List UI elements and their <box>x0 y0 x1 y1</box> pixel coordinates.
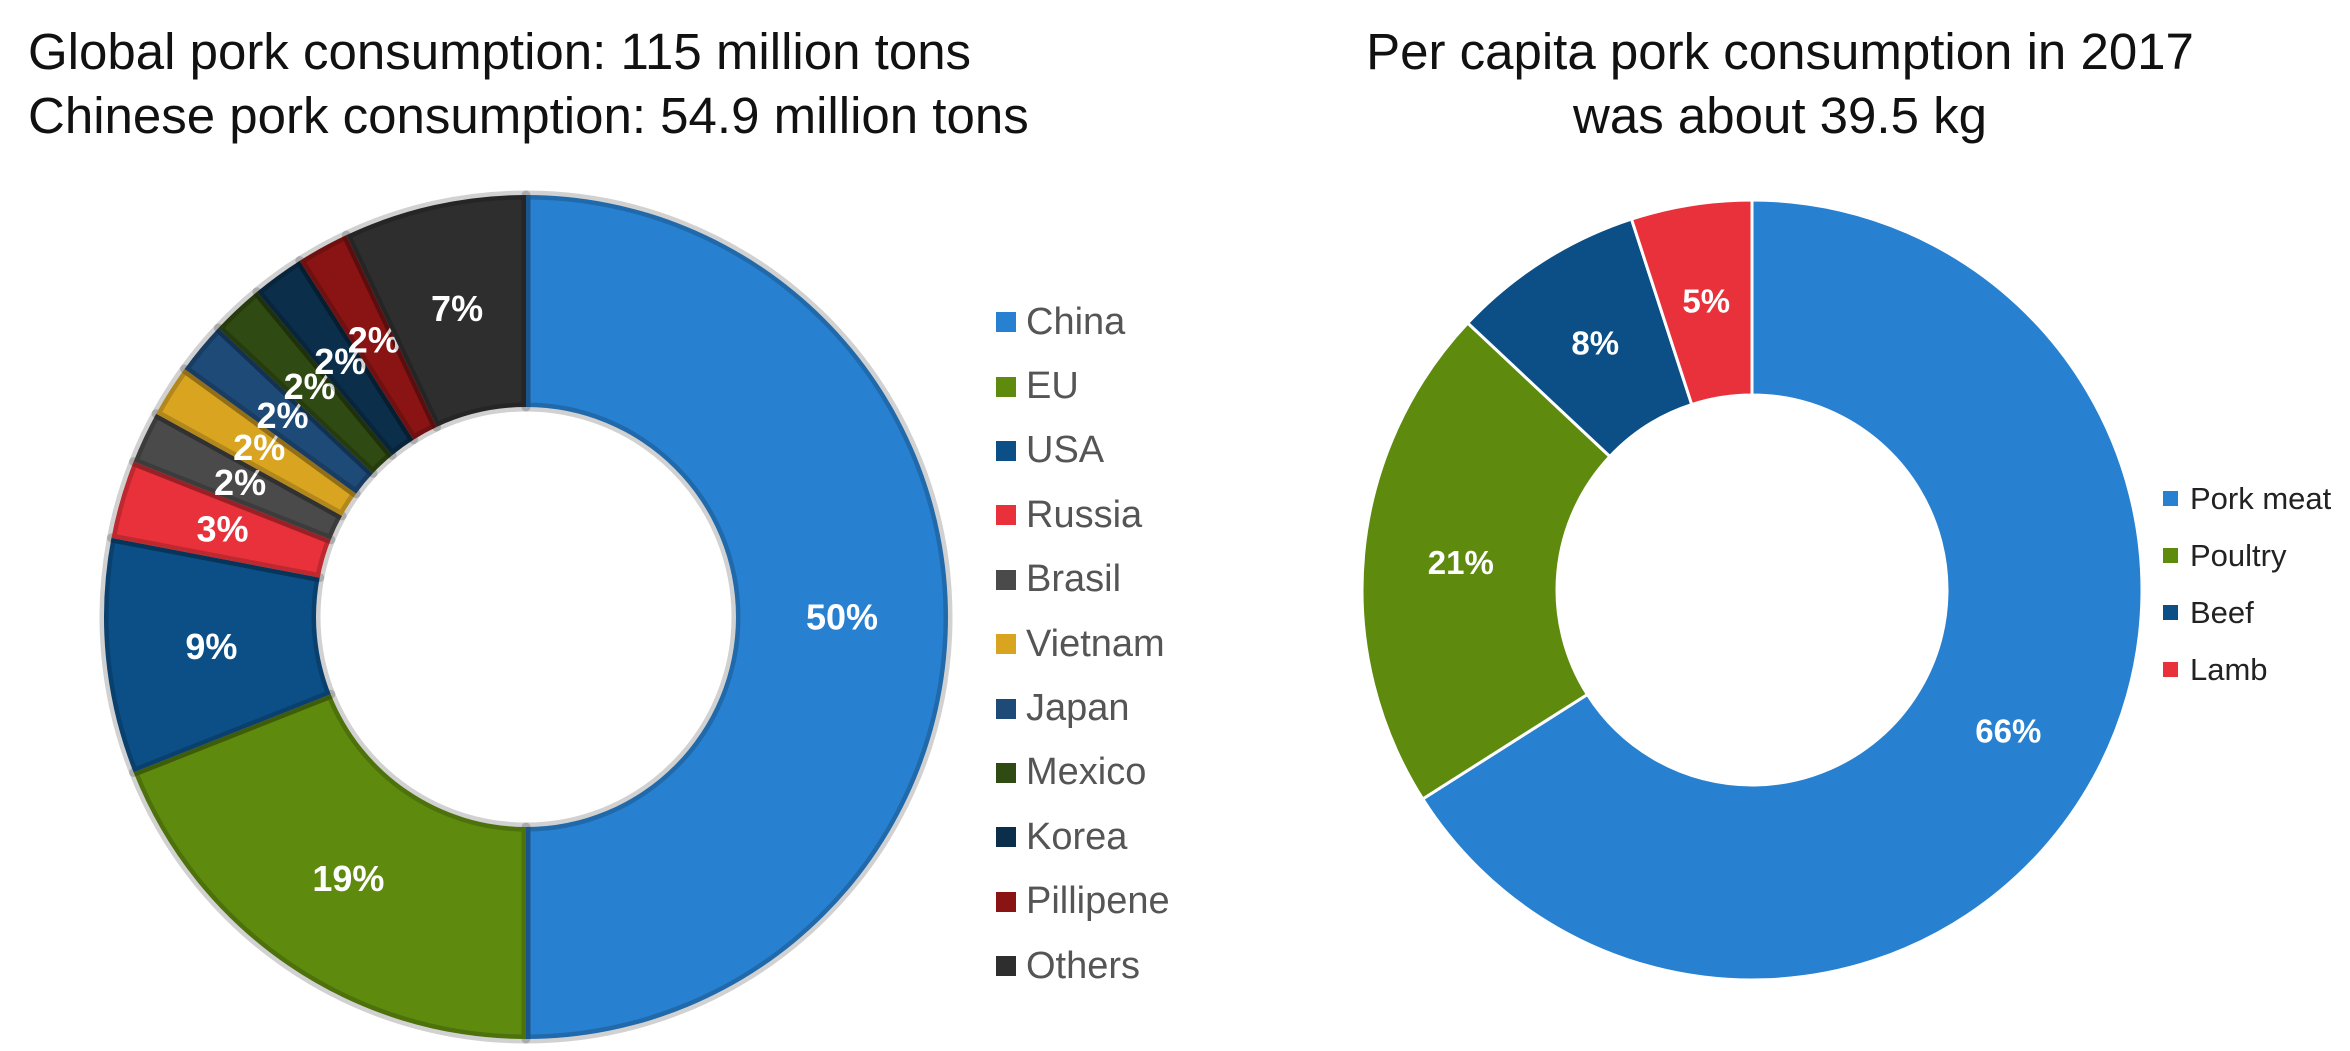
legend-label: Japan <box>1026 687 1130 730</box>
legend-swatch <box>2163 548 2178 563</box>
legend-item-korea: Korea <box>996 805 1170 869</box>
legend-label: Lamb <box>2190 651 2268 687</box>
data-label-usa: 9% <box>185 626 237 667</box>
legend-swatch <box>996 891 1016 912</box>
legend-label: Beef <box>2190 594 2254 630</box>
chart-title-line-1: Global pork consumption: 115 million ton… <box>28 23 972 80</box>
global-pork-legend: China EU USA Russia Brasil Vietnam Japan Mexico… <box>996 290 1170 998</box>
legend-swatch <box>2163 605 2178 620</box>
legend-item-brasil: Brasil <box>996 548 1170 612</box>
donut-slice-pork-meat <box>1421 198 2144 982</box>
legend-label: USA <box>1026 429 1105 472</box>
global-pork-donut-chart: 50%19%9%3%2%2%2%2%2%2%7% <box>99 190 953 1044</box>
legend-swatch <box>996 312 1016 333</box>
legend-swatch <box>996 569 1016 590</box>
data-label-beef: 8% <box>1571 325 1619 362</box>
legend-item-pork-meat: Pork meat <box>2163 470 2331 527</box>
legend-swatch <box>996 505 1016 526</box>
donut-slice-japan <box>180 323 378 499</box>
legend-swatch <box>2163 662 2178 677</box>
legend-swatch <box>996 956 1016 977</box>
donut-slice-vietnam <box>151 364 361 521</box>
legend-swatch <box>996 698 1016 719</box>
data-label-eu: 19% <box>312 858 384 899</box>
legend-item-poultry: Poultry <box>2163 527 2331 584</box>
donut-slice-brasil <box>129 409 347 545</box>
donut-slice-pillipene <box>295 230 442 445</box>
donut-slice-korea <box>252 256 418 460</box>
legend-item-vietnam: Vietnam <box>996 612 1170 676</box>
legend-label: EU <box>1026 365 1079 408</box>
data-label-pork-meat: 66% <box>1975 712 2041 749</box>
legend-item-china: China <box>996 290 1170 354</box>
chart-title-global: Global pork consumption: 115 million ton… <box>28 20 1029 148</box>
legend-label: Pillipene <box>1026 880 1170 923</box>
legend-label: China <box>1026 300 1126 343</box>
legend-label: Korea <box>1026 815 1128 858</box>
chart-title-line-2: was about 39.5 kg <box>1573 87 1987 144</box>
legend-label: Brasil <box>1026 558 1122 601</box>
legend-swatch <box>996 827 1016 848</box>
legend-label: Poultry <box>2190 537 2287 573</box>
legend-label: Vietnam <box>1026 622 1165 665</box>
chart-title-per-capita: Per capita pork consumption in 2017 was … <box>1280 20 2280 148</box>
data-label-lamb: 5% <box>1682 283 1730 320</box>
legend-item-pillipene: Pillipene <box>996 870 1170 934</box>
legend-label: Pork meat <box>2190 480 2332 516</box>
legend-item-lamb: Lamb <box>2163 641 2331 698</box>
legend-swatch <box>2163 491 2178 506</box>
legend-item-mexico: Mexico <box>996 741 1170 805</box>
legend-item-beef: Beef <box>2163 584 2331 641</box>
legend-label: Russia <box>1026 493 1143 536</box>
donut-slice-lamb <box>1629 198 1754 407</box>
donut-slice-usa <box>99 533 336 777</box>
donut-slice-eu <box>129 689 531 1044</box>
legend-item-others: Others <box>996 934 1170 998</box>
legend-swatch <box>996 376 1016 397</box>
legend-label: Others <box>1026 944 1141 987</box>
legend-item-usa: USA <box>996 419 1170 483</box>
legend-label: Mexico <box>1026 751 1147 794</box>
legend-swatch <box>996 634 1016 655</box>
data-label-russia: 3% <box>197 508 249 549</box>
legend-item-japan: Japan <box>996 676 1170 740</box>
donut-slice-others <box>341 190 531 432</box>
data-label-china: 50% <box>806 597 878 638</box>
chart-title-line-2: Chinese pork consumption: 54.9 million t… <box>28 87 1029 144</box>
legend-item-eu: EU <box>996 354 1170 418</box>
data-label-others: 7% <box>431 288 483 329</box>
legend-swatch <box>996 440 1016 461</box>
legend-item-russia: Russia <box>996 483 1170 547</box>
per-capita-legend: Pork meat Poultry Beef Lamb <box>2163 470 2331 698</box>
data-label-poultry: 21% <box>1428 544 1494 581</box>
donut-slice-china <box>521 190 953 1044</box>
chart-title-line-1: Per capita pork consumption in 2017 <box>1366 23 2194 80</box>
legend-swatch <box>996 762 1016 783</box>
donut-slice-poultry <box>1360 321 1612 801</box>
